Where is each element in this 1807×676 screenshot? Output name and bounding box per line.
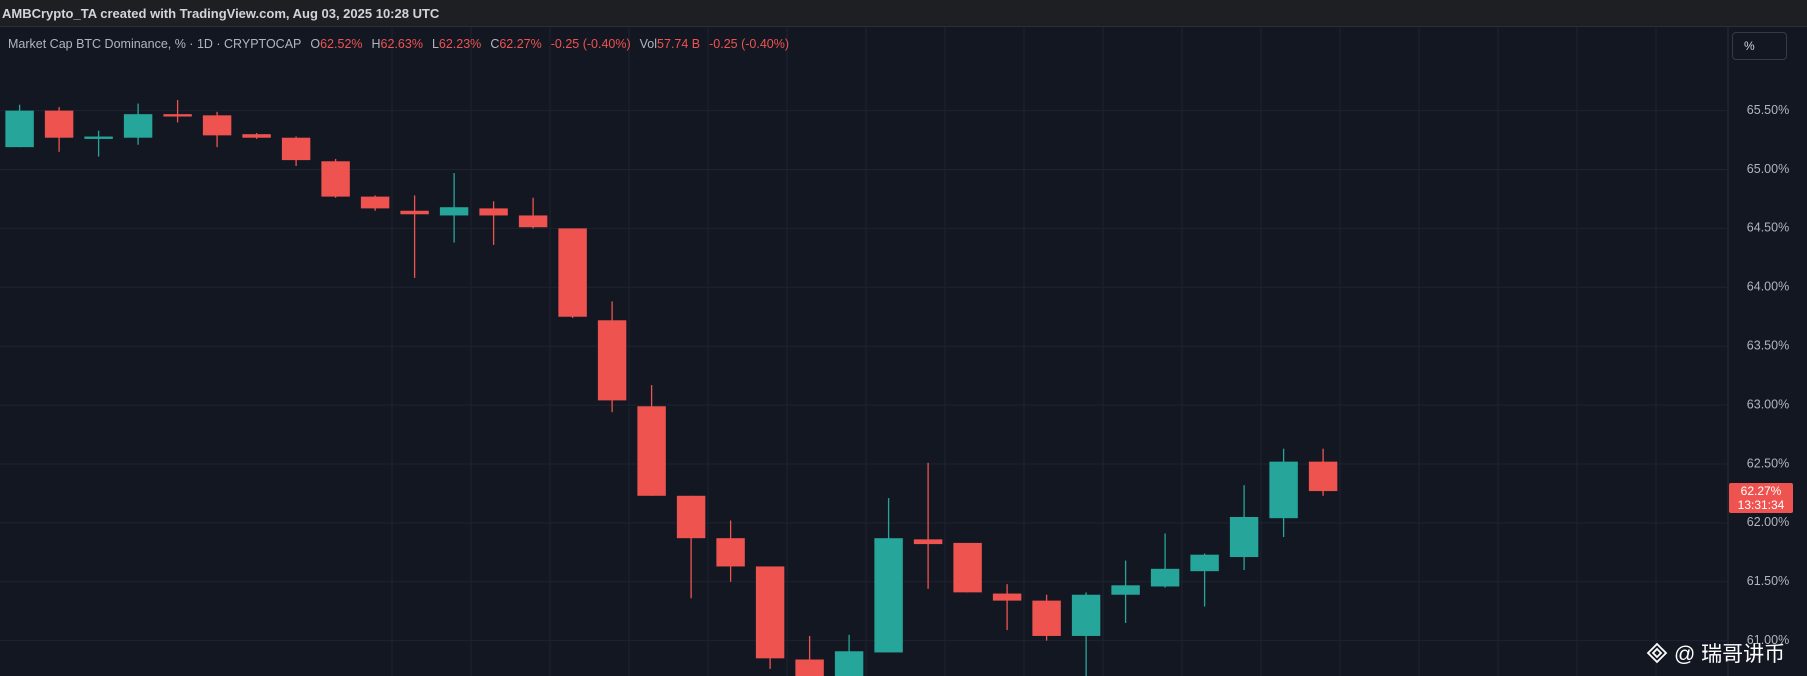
candle-body [834, 651, 864, 676]
candle-body [637, 406, 666, 496]
candle-body [1229, 516, 1259, 558]
candle-body [874, 538, 903, 653]
ohlc-label: O [310, 37, 321, 51]
countdown: 13:31:34 [1737, 498, 1785, 513]
header-text: AMBCrypto_TA created with TradingView.co… [2, 6, 440, 21]
candle-body [795, 659, 824, 676]
watermark-icon [1646, 642, 1668, 664]
y-tick-label: 65.50% [1747, 103, 1789, 117]
candle-body [44, 110, 74, 138]
candle-body [5, 110, 34, 148]
volume-change: -0.25 (-0.40%) [709, 37, 790, 51]
candle-body [953, 542, 982, 593]
candle-body [1308, 461, 1338, 492]
volume-label: Vol [639, 37, 658, 51]
candle-body [84, 136, 113, 139]
symbol: Market Cap BTC Dominance, % · 1D · CRYPT… [8, 37, 302, 51]
top-bar: AMBCrypto_TA created with TradingView.co… [0, 0, 1807, 27]
candle-body [281, 137, 311, 161]
candle-body [1111, 585, 1140, 595]
candle-body [558, 228, 587, 317]
change: -0.25 (-0.40%) [550, 37, 631, 51]
candle-body [479, 208, 508, 216]
scale-button[interactable]: % [1732, 32, 1787, 60]
candle-body [518, 215, 548, 228]
y-tick-label: 62.50% [1747, 456, 1789, 470]
candle-body [597, 320, 627, 401]
ohlc-value: 62.63% [380, 37, 423, 51]
price-tag: 62.27% 13:31:34 [1729, 483, 1793, 514]
y-tick-label: 61.50% [1747, 574, 1789, 588]
ohlc-value: 62.52% [320, 37, 363, 51]
ohlc-label: L [431, 37, 439, 51]
ohlc-value: 62.27% [499, 37, 542, 51]
candle-body [1150, 568, 1180, 587]
candle-body [1269, 461, 1298, 519]
ohlc-label: H [371, 37, 381, 51]
watermark: @ 瑞哥讲币 [1646, 638, 1785, 668]
candle-body [400, 210, 429, 215]
ohlc-value: 62.23% [438, 37, 482, 51]
candle-body [992, 593, 1022, 601]
candle-body [1190, 554, 1219, 572]
volume: 57.74 B [657, 37, 701, 51]
y-tick-label: 65.00% [1747, 162, 1789, 176]
candle-body [676, 495, 706, 539]
candle-body [360, 196, 390, 209]
price-axis: 61.00% 61.50% 62.00% 62.50% 63.00% 63.50% 64.0… [1747, 103, 1789, 647]
y-tick-label: 61.00% [1747, 633, 1789, 647]
legend: Market Cap BTC Dominance, % · 1D · CRYPT… [8, 37, 789, 51]
candle-body [163, 114, 192, 117]
candle-body [242, 134, 271, 138]
candle-body [439, 207, 469, 216]
price-label: 62.27% [1740, 484, 1782, 499]
y-tick-label: 63.00% [1747, 397, 1789, 411]
y-tick-label: 63.50% [1747, 338, 1789, 352]
watermark-text: @ 瑞哥讲币 [1674, 643, 1786, 666]
candle-body [716, 538, 745, 567]
candle-body [1071, 594, 1101, 636]
candle-body [202, 115, 232, 136]
y-tick-label: 64.00% [1747, 280, 1789, 294]
y-tick-label: 64.50% [1747, 221, 1789, 235]
grid [0, 27, 1728, 676]
ohlc-label: C [490, 37, 500, 51]
candle-body [755, 566, 785, 659]
candles [5, 100, 1338, 676]
candle-body [123, 114, 153, 138]
candle-body [321, 161, 350, 197]
candle-body [913, 539, 943, 545]
y-tick-label: 62.00% [1747, 515, 1789, 529]
candle-body [1032, 600, 1061, 636]
